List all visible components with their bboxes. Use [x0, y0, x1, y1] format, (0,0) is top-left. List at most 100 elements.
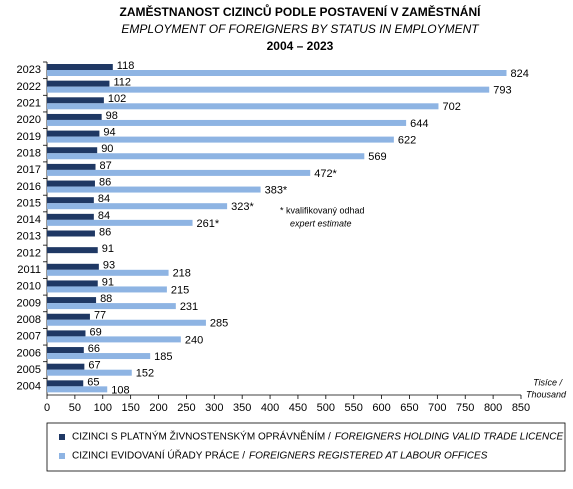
x-tick-label: 700 [428, 402, 446, 414]
bar [47, 386, 108, 393]
value-label: 98 [106, 110, 118, 122]
value-label: 285 [210, 318, 228, 330]
bar [47, 330, 86, 337]
y-tick-label: 2007 [17, 331, 41, 343]
bar [47, 319, 206, 326]
y-tick-label: 2013 [17, 231, 41, 243]
x-tick-label: 250 [177, 402, 195, 414]
bar [47, 103, 439, 110]
bar [47, 97, 104, 104]
bar [47, 286, 167, 293]
x-tick-label: 500 [317, 402, 335, 414]
value-label: 261* [197, 218, 220, 230]
bar [47, 136, 394, 143]
legend-label: CIZINCI S PLATNÝM ŽIVNOSTENSKÝM OPRÁVNĚN… [72, 430, 331, 443]
value-label: 69 [89, 326, 101, 338]
x-tick-label: 450 [289, 402, 307, 414]
bar [47, 147, 98, 154]
chart-title: ZAMĚSTNANOST CIZINCŮ PODLE POSTAVENÍ V Z… [120, 3, 482, 19]
value-label: 102 [108, 93, 126, 105]
value-label: 84 [98, 193, 110, 205]
value-label: 622 [398, 135, 416, 147]
bar [47, 313, 90, 320]
bar [47, 80, 110, 87]
y-tick-label: 2019 [17, 131, 41, 143]
bar [47, 113, 102, 120]
value-label: 86 [99, 226, 111, 238]
value-label: 231 [180, 301, 198, 313]
value-label: 91 [102, 276, 114, 288]
y-tick-label: 2021 [17, 98, 41, 110]
value-label: 472* [314, 168, 337, 180]
legend-swatch [59, 434, 65, 440]
annotation: * kvalifikovaný odhad [280, 205, 365, 215]
x-tick-label: 0 [44, 402, 50, 414]
value-label: 185 [154, 351, 172, 363]
bar [47, 186, 261, 193]
legend-label: FOREIGNERS REGISTERED AT LABOUR OFFICES [249, 451, 488, 462]
x-tick-label: 650 [400, 402, 418, 414]
x-tick-label: 400 [261, 402, 279, 414]
bar [47, 336, 181, 343]
value-label: 152 [136, 368, 154, 380]
legend-swatch [59, 453, 65, 459]
annotation: expert estimate [290, 218, 352, 228]
y-tick-label: 2018 [17, 147, 41, 159]
x-tick-label: 350 [233, 402, 251, 414]
x-tick-label: 150 [121, 402, 139, 414]
bar [47, 169, 311, 176]
y-tick-label: 2005 [17, 364, 41, 376]
bar [47, 86, 490, 93]
x-tick-label: 750 [456, 402, 474, 414]
value-label: 644 [410, 118, 428, 130]
bar [47, 353, 151, 360]
y-tick-label: 2004 [17, 381, 41, 393]
legend-box [46, 422, 566, 472]
bar [47, 347, 84, 354]
value-label: 702 [442, 101, 460, 113]
y-tick-label: 2020 [17, 114, 41, 126]
y-tick-label: 2016 [17, 181, 41, 193]
x-tick-label: 200 [149, 402, 167, 414]
y-tick-label: 2015 [17, 197, 41, 209]
value-label: 323* [231, 201, 254, 213]
bar [47, 180, 95, 187]
bar [47, 363, 85, 370]
bar [47, 230, 95, 237]
value-label: 66 [88, 343, 100, 355]
bar [47, 213, 94, 220]
value-label: 112 [113, 77, 131, 89]
value-label: 90 [101, 143, 113, 155]
value-label: 383* [265, 184, 288, 196]
bar [47, 203, 228, 210]
x-tick-label: 100 [94, 402, 112, 414]
y-tick-label: 2011 [17, 264, 41, 276]
bar [47, 369, 132, 376]
value-label: 93 [103, 260, 115, 272]
value-label: 94 [103, 127, 115, 139]
bar [47, 297, 97, 304]
bar [47, 130, 100, 137]
y-tick-label: 2009 [17, 297, 41, 309]
x-tick-label: 600 [372, 402, 390, 414]
y-tick-label: 2023 [17, 64, 41, 76]
y-tick-label: 2014 [17, 214, 41, 226]
bar [47, 119, 407, 126]
x-tick-label: 50 [69, 402, 81, 414]
bar [47, 163, 96, 170]
y-tick-label: 2012 [17, 247, 41, 259]
chart-subtitle: EMPLOYMENT OF FOREIGNERS BY STATUS IN EM… [121, 22, 480, 36]
value-label: 91 [102, 243, 114, 255]
bar [47, 247, 98, 254]
value-label: 88 [100, 293, 112, 305]
value-label: 118 [117, 60, 135, 72]
value-label: 65 [87, 376, 99, 388]
bar [47, 269, 169, 276]
value-label: 824 [511, 68, 529, 80]
value-label: 84 [98, 210, 110, 222]
bar [47, 263, 99, 270]
value-label: 569 [368, 151, 386, 163]
value-label: 108 [111, 384, 129, 396]
legend-label: CIZINCI EVIDOVANÍ ÚŘADY PRÁCE / [72, 449, 245, 462]
bar [47, 219, 193, 226]
